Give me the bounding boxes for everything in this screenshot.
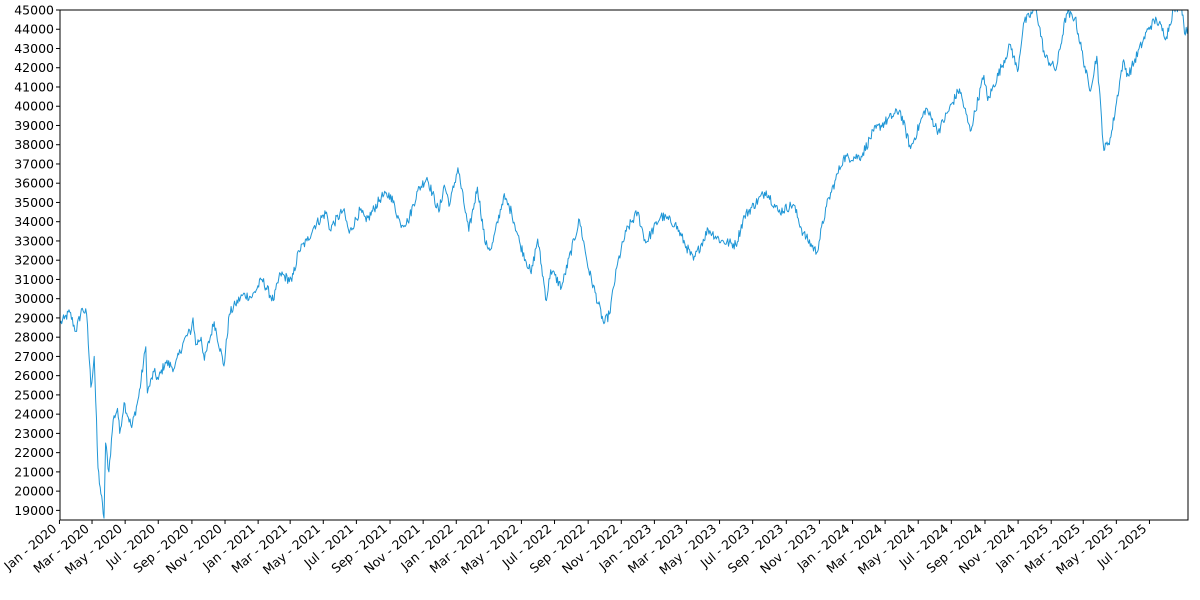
y-tick-label: 29000 xyxy=(14,310,54,325)
y-tick-label: 25000 xyxy=(14,387,54,402)
y-tick-label: 22000 xyxy=(14,445,54,460)
y-tick-label: 24000 xyxy=(14,407,54,422)
y-tick-label: 44000 xyxy=(14,22,54,37)
y-tick-label: 20000 xyxy=(14,484,54,499)
y-tick-label: 39000 xyxy=(14,118,54,133)
y-tick-label: 23000 xyxy=(14,426,54,441)
y-tick-label: 36000 xyxy=(14,176,54,191)
y-tick-label: 43000 xyxy=(14,41,54,56)
y-tick-label: 42000 xyxy=(14,60,54,75)
y-tick-label: 32000 xyxy=(14,253,54,268)
y-tick-label: 40000 xyxy=(14,99,54,114)
y-tick-label: 26000 xyxy=(14,368,54,383)
series-line-0 xyxy=(60,10,1188,519)
y-tick-label: 27000 xyxy=(14,349,54,364)
y-tick-label: 28000 xyxy=(14,330,54,345)
y-tick-label: 35000 xyxy=(14,195,54,210)
y-tick-label: 38000 xyxy=(14,137,54,152)
y-axis: 19000 20000 21000 22000 23000 24000 25000 26000… xyxy=(14,3,60,518)
y-tick-label: 30000 xyxy=(14,291,54,306)
y-tick-label: 41000 xyxy=(14,79,54,94)
y-tick-label: 31000 xyxy=(14,272,54,287)
series-layer xyxy=(60,10,1188,519)
y-tick-label: 19000 xyxy=(14,503,54,518)
y-tick-label: 21000 xyxy=(14,464,54,479)
y-tick-label: 45000 xyxy=(14,3,54,18)
y-tick-label: 37000 xyxy=(14,156,54,171)
y-tick-label: 33000 xyxy=(14,233,54,248)
y-tick-label: 34000 xyxy=(14,214,54,229)
plot-frame xyxy=(59,9,1189,521)
